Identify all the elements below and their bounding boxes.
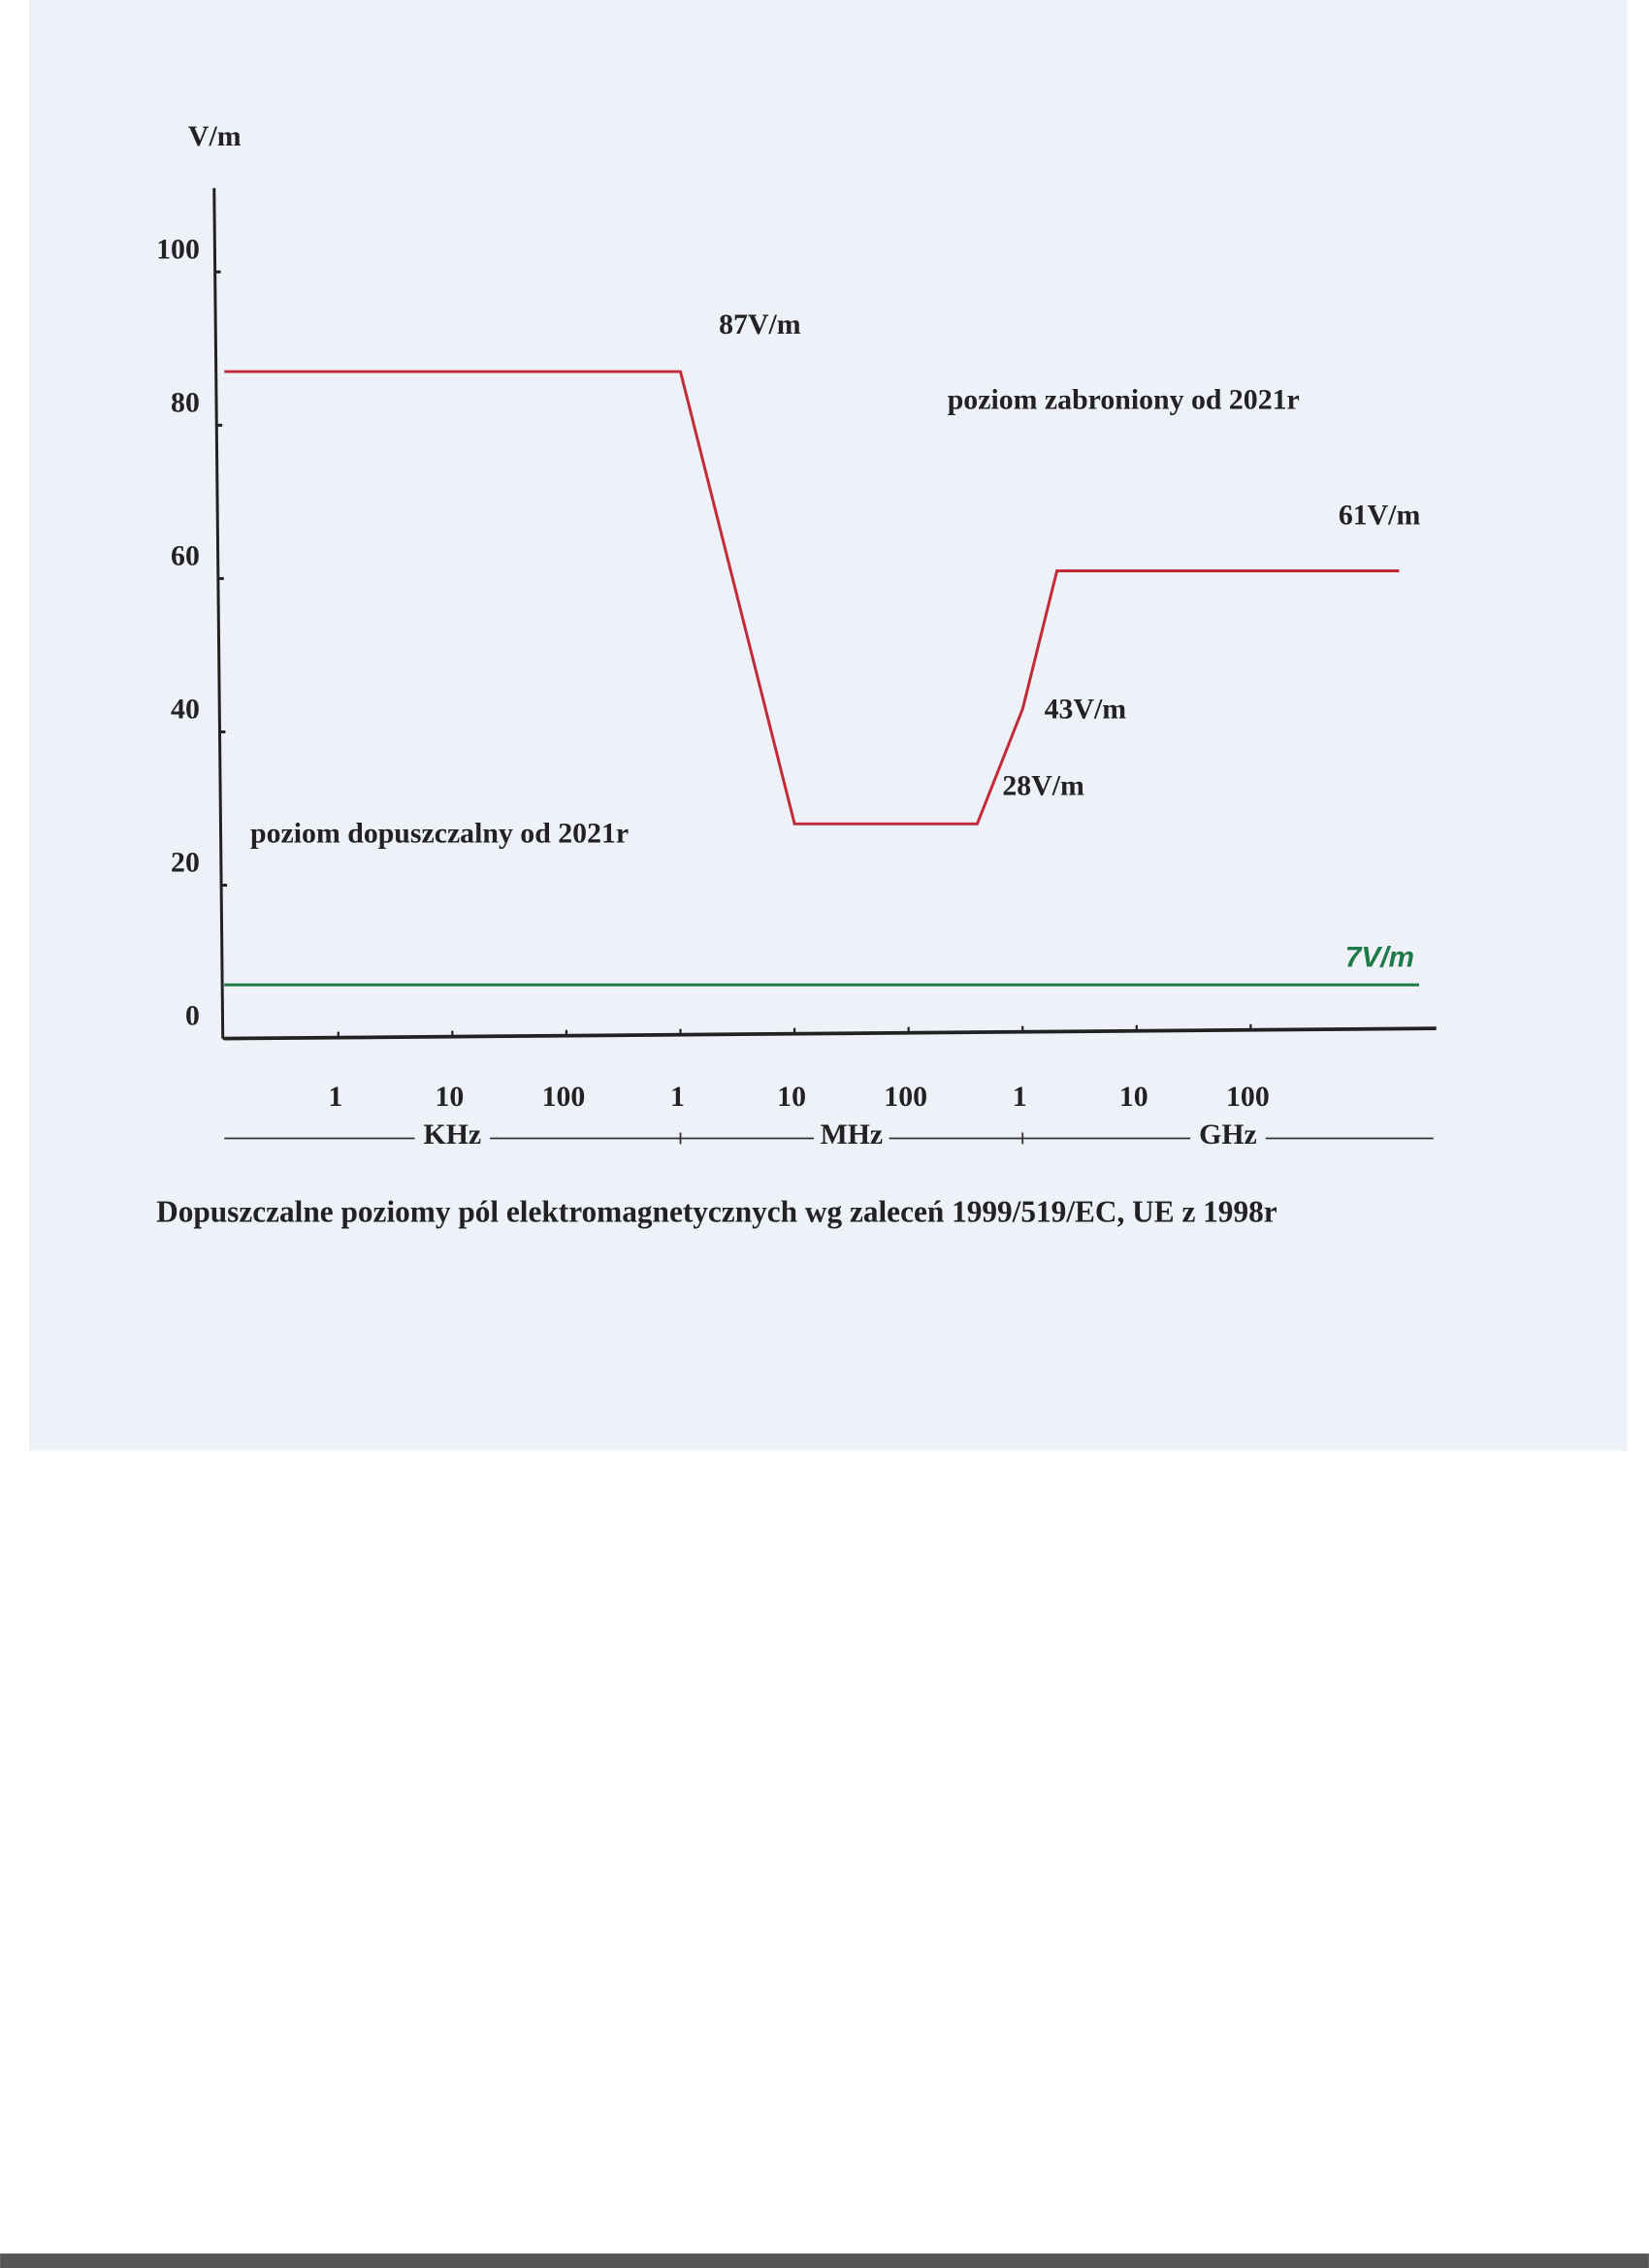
- y-axis: [212, 187, 225, 1039]
- annotation: 87V/m: [719, 308, 801, 340]
- y-tick-label: 20: [171, 847, 200, 879]
- x-tick-label: 100: [1226, 1081, 1270, 1113]
- annotation: 28V/m: [1002, 769, 1084, 801]
- y-tick-label: 80: [171, 386, 200, 418]
- y-tick-label: 40: [171, 693, 200, 725]
- x-tick-label: 100: [542, 1081, 586, 1113]
- x-group-label: KHz: [424, 1118, 482, 1150]
- series-line: [224, 370, 1400, 826]
- x-group-label: MHz: [821, 1118, 884, 1150]
- annotation: 7V/m: [1345, 941, 1414, 973]
- x-tick-label: 1: [1013, 1081, 1027, 1113]
- x-axis: [224, 1026, 1437, 1041]
- annotation: 43V/m: [1045, 693, 1127, 725]
- x-tick-label: 1: [670, 1081, 685, 1113]
- annotation: 61V/m: [1339, 500, 1421, 532]
- x-group-label-bg: [414, 1122, 491, 1154]
- chart-title: Dopuszczalne poziomy pól elektromagnetyc…: [156, 1195, 1277, 1229]
- y-tick-label: 0: [185, 1000, 200, 1032]
- x-group-label-bg: [814, 1122, 889, 1154]
- y-axis-label: V/m: [188, 120, 242, 152]
- x-group-label: GHz: [1199, 1118, 1257, 1150]
- annotation: poziom zabroniony od 2021r: [948, 383, 1300, 415]
- y-tick-label: 60: [171, 539, 200, 571]
- x-tick-label: 10: [777, 1081, 806, 1113]
- annotation: poziom dopuszczalny od 2021r: [250, 818, 629, 850]
- scan-area: [28, 0, 1628, 1451]
- y-tick-label: 100: [156, 233, 200, 265]
- x-tick-label: 100: [884, 1081, 927, 1113]
- x-tick-label: 10: [1119, 1081, 1148, 1113]
- x-tick-label: 10: [435, 1081, 464, 1113]
- x-group-label-bg: [1190, 1122, 1266, 1154]
- x-tick-label: 1: [328, 1081, 342, 1113]
- scan-edge: [0, 2253, 1649, 2268]
